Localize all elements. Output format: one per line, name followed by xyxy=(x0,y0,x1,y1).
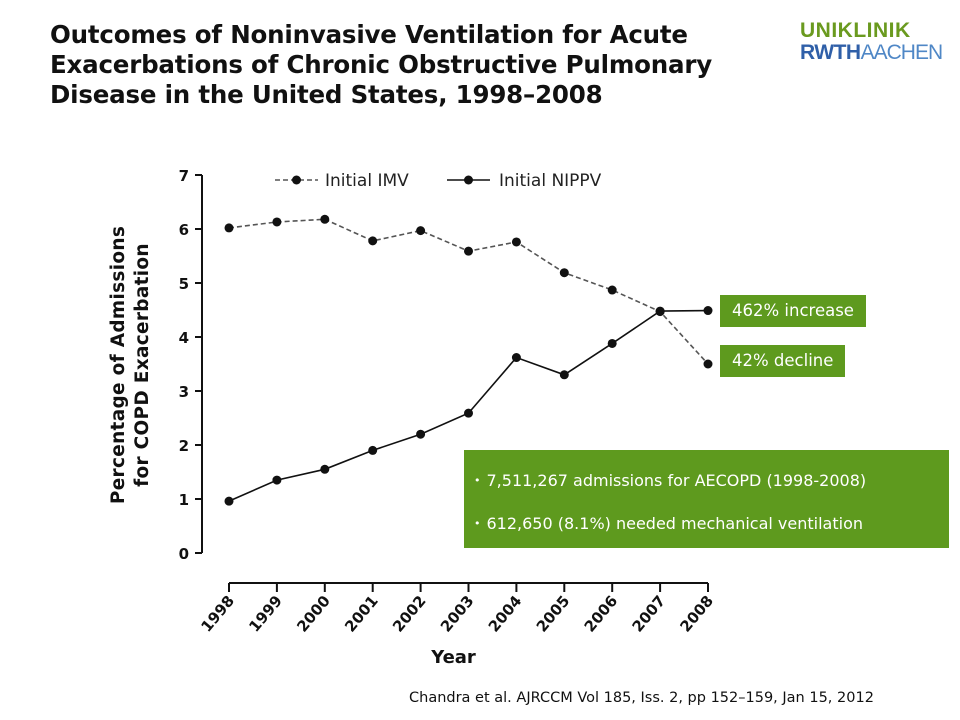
data-point-nippv xyxy=(511,353,521,363)
x-tick-label: 2003 xyxy=(437,592,478,636)
logo-rwth: RWTH xyxy=(800,41,861,64)
legend-marker-nippv xyxy=(464,175,473,185)
y-tick-label: 0 xyxy=(179,545,189,563)
y-tick-label: 5 xyxy=(179,275,189,293)
data-point-nippv xyxy=(655,306,665,316)
title-line-2: Exacerbations of Chronic Obstructive Pul… xyxy=(50,50,713,79)
x-axis-title: Year xyxy=(430,647,476,668)
data-point-nippv xyxy=(416,429,426,439)
x-tick-label: 2000 xyxy=(293,592,334,636)
y-axis-title: Percentage of Admissions for COPD Exacer… xyxy=(107,185,155,545)
data-point-nippv xyxy=(607,338,617,348)
info-item-admissions: • 7,511,267 admissions for AECOPD (1998-2… xyxy=(474,471,866,490)
y-tick-label: 4 xyxy=(179,329,189,347)
y-axis-title-line-1: Percentage of Admissions xyxy=(108,225,129,505)
legend-marker-imv xyxy=(292,175,301,185)
x-tick-label: 1999 xyxy=(245,592,286,636)
data-point-imv xyxy=(511,237,521,247)
y-tick-label: 6 xyxy=(179,221,189,239)
x-tick-label: 2001 xyxy=(341,592,382,636)
data-point-imv xyxy=(320,214,330,224)
info-item-ventilation: • 612,650 (8.1%) needed mechanical ventil… xyxy=(474,514,863,533)
data-point-nippv xyxy=(320,464,330,474)
data-point-nippv xyxy=(464,408,473,418)
x-tick-label: 2002 xyxy=(389,592,430,636)
logo-aachen: AACHEN xyxy=(860,41,944,64)
imv-decline-callout: 42% decline xyxy=(720,345,846,377)
x-tick-label: 2006 xyxy=(581,592,622,636)
x-tick-label: 2005 xyxy=(533,592,574,636)
info-item-text: 612,650 (8.1%) needed mechanical ventila… xyxy=(486,514,864,533)
data-point-imv xyxy=(559,268,569,278)
x-tick-label: 2008 xyxy=(676,592,717,636)
data-point-imv xyxy=(464,246,473,256)
x-tick-label: 1998 xyxy=(197,592,238,636)
nippv-increase-callout: 462% increase xyxy=(720,295,866,327)
x-tick-label: 2004 xyxy=(485,592,526,636)
bullet-icon: • xyxy=(474,517,481,530)
admissions-info-box: • 7,511,267 admissions for AECOPD (1998-2… xyxy=(464,450,949,548)
y-tick-label: 3 xyxy=(179,383,189,401)
y-tick-label: 7 xyxy=(179,167,189,185)
bullet-icon: • xyxy=(474,474,481,487)
legend-label-nippv: Initial NIPPV xyxy=(499,171,602,191)
y-tick-label: 2 xyxy=(179,437,189,455)
data-point-nippv xyxy=(272,475,282,485)
x-tick-label: 2007 xyxy=(629,592,670,636)
data-point-imv xyxy=(272,217,282,227)
data-point-nippv xyxy=(368,445,378,455)
data-point-nippv xyxy=(224,496,234,506)
data-point-imv xyxy=(607,285,617,295)
uniklinik-logo: UNIKLINIK RWTHAACHEN xyxy=(800,20,945,66)
slide-title: Outcomes of Noninvasive Ventilation for … xyxy=(50,20,770,110)
title-line-1: Outcomes of Noninvasive Ventilation for … xyxy=(50,20,688,49)
data-point-imv xyxy=(416,226,426,236)
y-axis-title-line-2: for COPD Exacerbation xyxy=(132,243,153,487)
citation: Chandra et al. AJRCCM Vol 185, Iss. 2, p… xyxy=(409,690,874,706)
data-point-imv xyxy=(368,236,378,246)
legend-label-imv: Initial IMV xyxy=(325,171,409,191)
data-point-nippv xyxy=(703,306,713,316)
data-point-imv xyxy=(703,359,713,369)
logo-line-1: UNIKLINIK xyxy=(800,19,911,42)
data-point-imv xyxy=(224,223,234,233)
logo-line-2: RWTHAACHEN xyxy=(800,41,944,64)
info-item-text: 7,511,267 admissions for AECOPD (1998-20… xyxy=(486,471,867,490)
y-tick-label: 1 xyxy=(179,491,189,509)
series-line-imv xyxy=(228,218,709,365)
data-point-nippv xyxy=(559,370,569,380)
title-line-3: Disease in the United States, 1998–2008 xyxy=(50,80,603,109)
